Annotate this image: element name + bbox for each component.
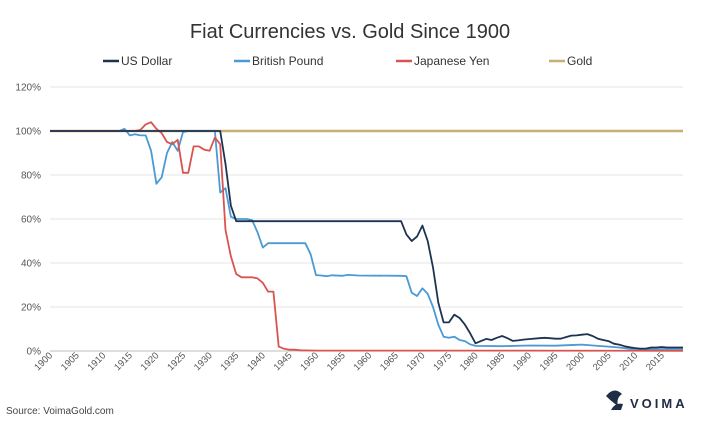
legend-label: British Pound bbox=[252, 54, 323, 68]
x-tick-label: 1945 bbox=[272, 350, 295, 373]
y-axis: 0% 20% 40% 60% 80% 100% 120% bbox=[15, 83, 41, 358]
x-tick-label: 1910 bbox=[86, 350, 109, 373]
series-line-british-pound bbox=[50, 127, 683, 351]
legend-label: Gold bbox=[567, 54, 592, 68]
y-tick-label: 100% bbox=[15, 127, 41, 138]
legend-item-japanese-yen: Japanese Yen bbox=[396, 54, 489, 68]
y-tick-label: 0% bbox=[27, 347, 42, 358]
x-axis: 1900 1905 1910 1915 1920 1925 1930 1935 1940 1945… bbox=[32, 350, 666, 373]
x-tick-label: 1925 bbox=[165, 350, 188, 373]
x-tick-label: 1940 bbox=[245, 350, 268, 373]
y-tick-label: 80% bbox=[21, 171, 41, 182]
x-tick-label: 1985 bbox=[485, 350, 508, 373]
x-tick-label: 1955 bbox=[325, 350, 348, 373]
voima-logo-icon bbox=[606, 390, 623, 410]
x-tick-label: 1930 bbox=[192, 350, 215, 373]
legend-label: US Dollar bbox=[121, 54, 172, 68]
y-tick-label: 40% bbox=[21, 259, 41, 270]
x-tick-label: 2000 bbox=[564, 350, 587, 373]
x-tick-label: 2005 bbox=[591, 350, 614, 373]
x-tick-label: 1970 bbox=[405, 350, 428, 373]
series-group bbox=[50, 121, 684, 352]
x-tick-label: 1905 bbox=[59, 350, 82, 373]
x-tick-label: 1950 bbox=[298, 350, 321, 373]
legend-item-british-pound: British Pound bbox=[234, 54, 323, 68]
chart-title: Fiat Currencies vs. Gold Since 1900 bbox=[190, 21, 510, 43]
x-tick-label: 1915 bbox=[112, 350, 135, 373]
x-tick-label: 2015 bbox=[644, 350, 667, 373]
grid-lines bbox=[50, 86, 683, 352]
x-tick-label: 1965 bbox=[378, 350, 401, 373]
x-tick-label: 1980 bbox=[458, 350, 481, 373]
source-note: Source: VoimaGold.com bbox=[6, 406, 114, 417]
x-tick-label: 2010 bbox=[618, 350, 641, 373]
x-tick-label: 1975 bbox=[431, 350, 454, 373]
legend-item-gold: Gold bbox=[549, 54, 592, 68]
brand-name: VOIMA bbox=[630, 396, 688, 411]
series-line-japanese-yen bbox=[50, 121, 684, 352]
x-tick-label: 1990 bbox=[511, 350, 534, 373]
x-tick-label: 1935 bbox=[219, 350, 242, 373]
y-tick-label: 20% bbox=[21, 303, 41, 314]
x-tick-label: 1960 bbox=[352, 350, 375, 373]
legend-label: Japanese Yen bbox=[414, 54, 489, 68]
legend-item-us-dollar: US Dollar bbox=[103, 54, 172, 68]
y-tick-label: 60% bbox=[21, 215, 41, 226]
x-tick-label: 1920 bbox=[139, 350, 162, 373]
series-line-us-dollar bbox=[50, 130, 683, 350]
legend: US Dollar British Pound Japanese Yen Gold bbox=[103, 54, 592, 68]
y-tick-label: 120% bbox=[15, 83, 41, 94]
voima-logo: VOIMA bbox=[606, 390, 688, 411]
x-tick-label: 1995 bbox=[538, 350, 561, 373]
